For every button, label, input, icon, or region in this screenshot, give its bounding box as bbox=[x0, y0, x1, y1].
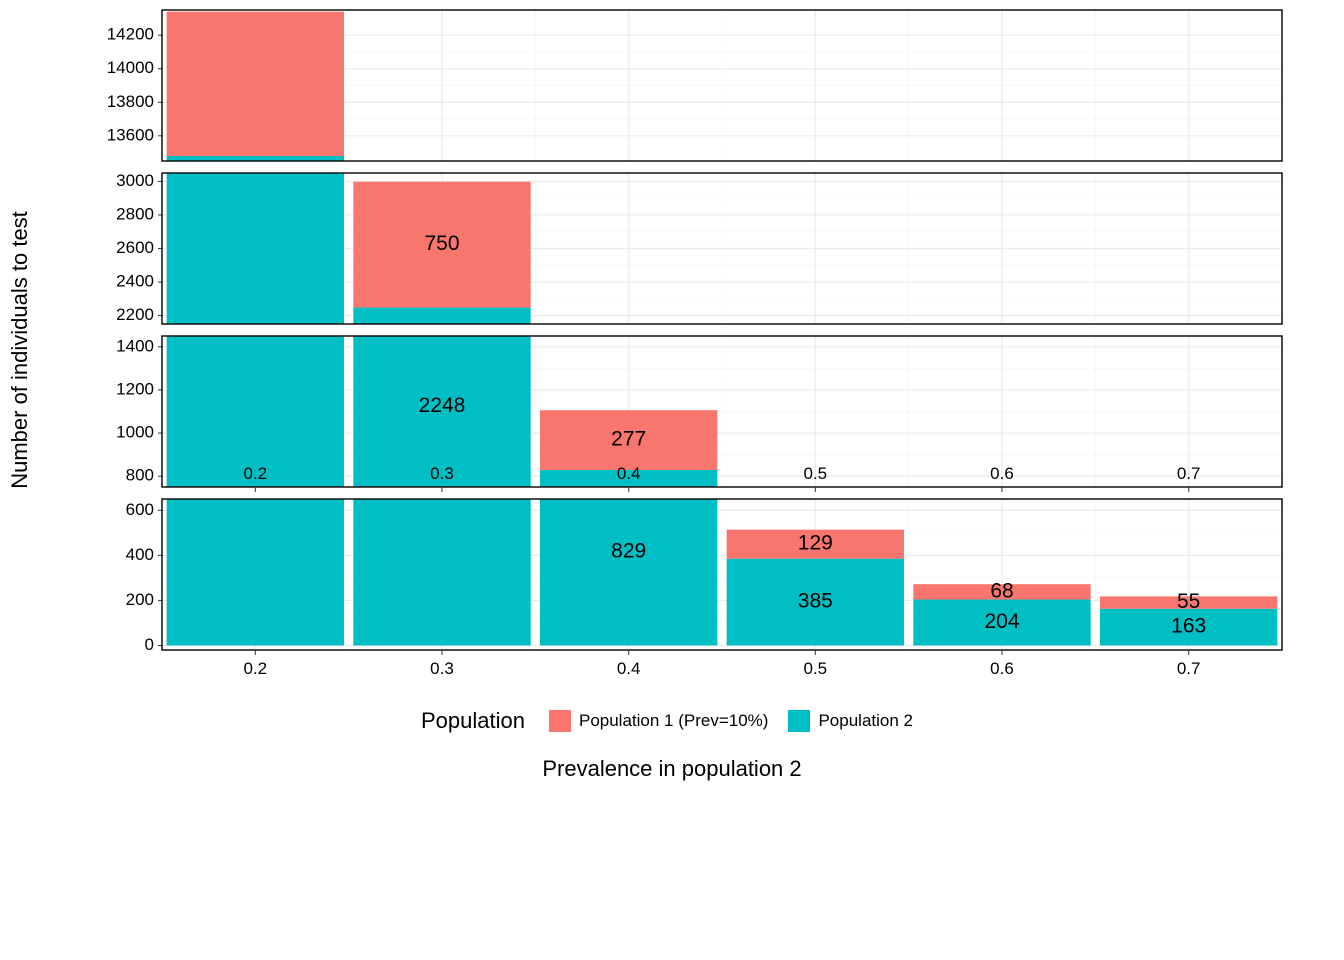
legend-swatch-pop1 bbox=[549, 710, 571, 732]
bar-value-label: 163 bbox=[1171, 615, 1206, 638]
y-tick-label: 2600 bbox=[116, 238, 154, 257]
legend: Population Population 1 (Prev=10%) Popul… bbox=[0, 708, 1344, 734]
y-tick-label: 2800 bbox=[116, 204, 154, 223]
chart-outer: Number of individuals to test 13600 13800… bbox=[0, 0, 1344, 700]
bar-value-label: 829 bbox=[611, 540, 646, 563]
x-tick-label: 0.3 bbox=[430, 659, 454, 678]
y-tick-label: 13800 bbox=[107, 92, 154, 111]
x-tick-label-upper: 0.7 bbox=[1177, 464, 1201, 483]
broken-axis-bar-chart: 1360013800140001420022002400260028003000… bbox=[82, 0, 1302, 700]
bar-value-label: 129 bbox=[798, 532, 833, 555]
y-tick-label: 200 bbox=[126, 590, 154, 609]
y-axis-title-container: Number of individuals to test bbox=[0, 0, 40, 700]
y-tick-label: 0 bbox=[145, 635, 154, 654]
x-tick-label-upper: 0.3 bbox=[430, 464, 454, 483]
x-tick-label-upper: 0.4 bbox=[617, 464, 641, 483]
x-tick-label-upper: 0.5 bbox=[804, 464, 828, 483]
x-tick-label: 0.2 bbox=[244, 659, 268, 678]
legend-item-pop1: Population 1 (Prev=10%) bbox=[549, 710, 768, 732]
bar-value-label: 385 bbox=[798, 590, 833, 613]
y-tick-label: 800 bbox=[126, 466, 154, 485]
bar-value-label: 68 bbox=[990, 579, 1013, 602]
x-tick-label-upper: 0.6 bbox=[990, 464, 1014, 483]
bar-value-label: 2248 bbox=[419, 394, 466, 417]
y-tick-label: 1400 bbox=[116, 336, 154, 355]
x-tick-label: 0.6 bbox=[990, 659, 1014, 678]
bar-value-label: 277 bbox=[611, 428, 646, 451]
bar-value-label: 55 bbox=[1177, 590, 1200, 613]
legend-title: Population bbox=[421, 708, 525, 734]
y-tick-label: 400 bbox=[126, 545, 154, 564]
x-tick-label: 0.7 bbox=[1177, 659, 1201, 678]
y-tick-label: 13600 bbox=[107, 125, 154, 144]
bar-pop1 bbox=[167, 12, 344, 156]
x-axis-title: Prevalence in population 2 bbox=[0, 756, 1344, 782]
y-tick-label: 1000 bbox=[116, 423, 154, 442]
y-tick-label: 1200 bbox=[116, 379, 154, 398]
x-tick-label: 0.5 bbox=[804, 659, 828, 678]
y-tick-label: 3000 bbox=[116, 171, 154, 190]
y-tick-label: 2200 bbox=[116, 305, 154, 324]
y-axis-title: Number of individuals to test bbox=[7, 211, 33, 489]
x-tick-label-upper: 0.2 bbox=[244, 464, 268, 483]
y-tick-label: 14200 bbox=[107, 25, 154, 44]
bar-value-label: 204 bbox=[984, 610, 1019, 633]
y-tick-label: 14000 bbox=[107, 58, 154, 77]
x-tick-label: 0.4 bbox=[617, 659, 641, 678]
legend-item-pop2: Population 2 bbox=[788, 710, 913, 732]
legend-label-pop2: Population 2 bbox=[818, 711, 913, 731]
y-tick-label: 2400 bbox=[116, 272, 154, 291]
y-tick-label: 600 bbox=[126, 500, 154, 519]
bar-value-label: 750 bbox=[424, 232, 459, 255]
legend-swatch-pop2 bbox=[788, 710, 810, 732]
legend-label-pop1: Population 1 (Prev=10%) bbox=[579, 711, 768, 731]
